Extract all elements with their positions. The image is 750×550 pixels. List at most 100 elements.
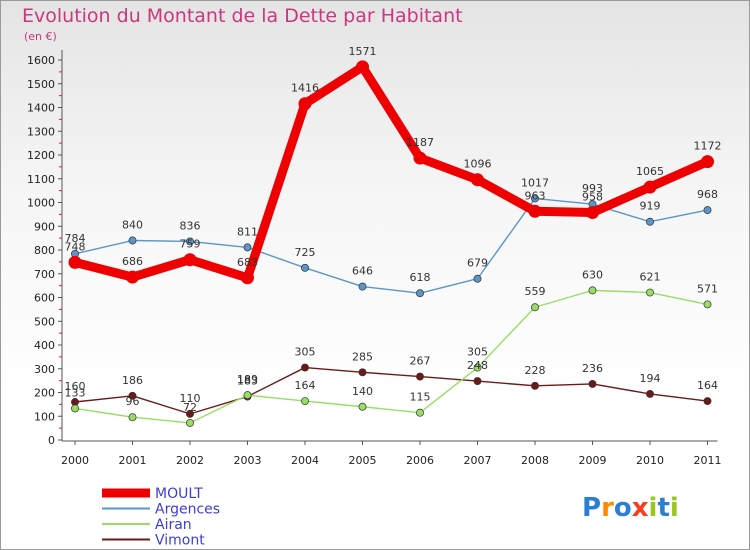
data-point — [646, 217, 654, 226]
series-layer — [68, 60, 714, 427]
data-point — [588, 286, 597, 295]
data-label: 110 — [180, 392, 201, 405]
data-label: 571 — [697, 282, 718, 295]
data-label: 285 — [352, 350, 373, 363]
data-point — [301, 263, 309, 272]
data-point — [473, 363, 482, 372]
data-point — [128, 391, 137, 400]
series-vimont — [71, 363, 712, 418]
logo-letter: i — [670, 493, 679, 523]
data-label: 133 — [65, 386, 86, 399]
data-point — [358, 368, 367, 377]
data-label: 811 — [237, 225, 258, 238]
logo-letter: t — [657, 493, 669, 523]
data-label: 1571 — [349, 45, 377, 58]
data-label: 958 — [582, 190, 603, 203]
data-point — [243, 243, 252, 252]
y-tick-label: 1100 — [27, 173, 55, 186]
data-label: 164 — [295, 379, 316, 392]
data-label: 836 — [180, 219, 201, 232]
data-point — [586, 205, 599, 219]
y-tick-label: 1300 — [27, 125, 55, 138]
data-label: 840 — [122, 219, 143, 232]
data-label: 1065 — [636, 165, 664, 178]
logo-letter: i — [649, 493, 658, 523]
data-point — [243, 391, 252, 400]
legend-item: Vimont — [102, 533, 205, 549]
data-label: 1172 — [694, 140, 722, 153]
data-label: 194 — [640, 372, 661, 385]
legend-item: MOULT — [102, 486, 203, 502]
logo-letter: o — [614, 493, 632, 523]
data-point — [358, 282, 367, 291]
data-label: 621 — [640, 271, 661, 284]
x-tick-label: 2004 — [291, 454, 319, 467]
proxiti-logo: Proxiti — [582, 493, 679, 523]
data-point — [416, 372, 424, 381]
series-argences — [71, 194, 712, 298]
x-tick-label: 2011 — [694, 454, 722, 467]
logo-letter: r — [601, 493, 614, 523]
x-tick-label: 2000 — [61, 454, 89, 467]
series-line — [70, 62, 712, 283]
logo-letter: x — [632, 493, 649, 523]
data-point — [128, 413, 137, 422]
y-tick-label: 800 — [34, 244, 55, 257]
series-line — [74, 289, 709, 424]
y-tick-label: 900 — [34, 220, 55, 233]
data-label: 968 — [697, 188, 718, 201]
data-point — [703, 300, 712, 309]
data-labels: 748 686 759 683 1416 1571 1187 1096 963 958 1065 11… — [65, 45, 722, 414]
data-label: 305 — [467, 346, 488, 359]
y-tick-label: 500 — [34, 315, 55, 328]
data-point — [183, 253, 197, 267]
data-point — [473, 274, 482, 283]
data-label: 1017 — [521, 176, 549, 189]
x-tick-label: 2009 — [579, 454, 607, 467]
x-tick-label: 2007 — [464, 454, 492, 467]
data-point — [646, 389, 654, 398]
series-airan — [71, 286, 712, 427]
axes: 0 100 200 300 400 500 600 700 800 900 1000 1100 1200… — [27, 50, 722, 467]
data-label: 618 — [410, 271, 431, 284]
data-point — [298, 97, 312, 111]
logo-text: Proxiti — [582, 493, 679, 523]
x-tick-label: 2003 — [234, 454, 262, 467]
data-label: 683 — [237, 256, 258, 269]
data-point — [186, 409, 194, 418]
data-label: 186 — [122, 374, 143, 387]
data-point — [71, 404, 79, 413]
data-label: 228 — [525, 364, 546, 377]
data-point — [128, 236, 137, 245]
data-label: 96 — [126, 395, 140, 408]
data-point — [531, 194, 539, 203]
data-label: 1187 — [406, 136, 434, 149]
y-tick-label: 400 — [34, 339, 55, 352]
data-point — [358, 402, 367, 411]
legend-label: Vimont — [155, 533, 205, 549]
data-label: 248 — [467, 359, 488, 372]
y-tick-label: 200 — [34, 387, 55, 400]
data-point — [473, 377, 482, 386]
x-tick-label: 2001 — [119, 454, 147, 467]
series-line — [74, 197, 709, 294]
legend-label: Airan — [155, 517, 192, 533]
data-label: 963 — [525, 189, 546, 202]
y-tick-label: 1000 — [27, 197, 55, 210]
data-label: 784 — [65, 232, 86, 245]
data-point — [413, 151, 427, 165]
chart-title: Evolution du Montant de la Dette par Hab… — [22, 5, 463, 27]
data-label: 759 — [180, 238, 201, 251]
data-label: 919 — [640, 200, 661, 213]
data-label: 1096 — [464, 158, 492, 171]
data-point — [703, 397, 712, 405]
unit-label: (en €) — [24, 30, 57, 43]
y-tick-label: 1500 — [27, 78, 55, 91]
data-label: 630 — [582, 268, 603, 281]
data-point — [186, 418, 194, 427]
logo-letter: P — [582, 493, 601, 523]
data-label: 164 — [697, 379, 718, 392]
data-label: 679 — [467, 257, 488, 270]
data-label: 236 — [582, 362, 603, 375]
